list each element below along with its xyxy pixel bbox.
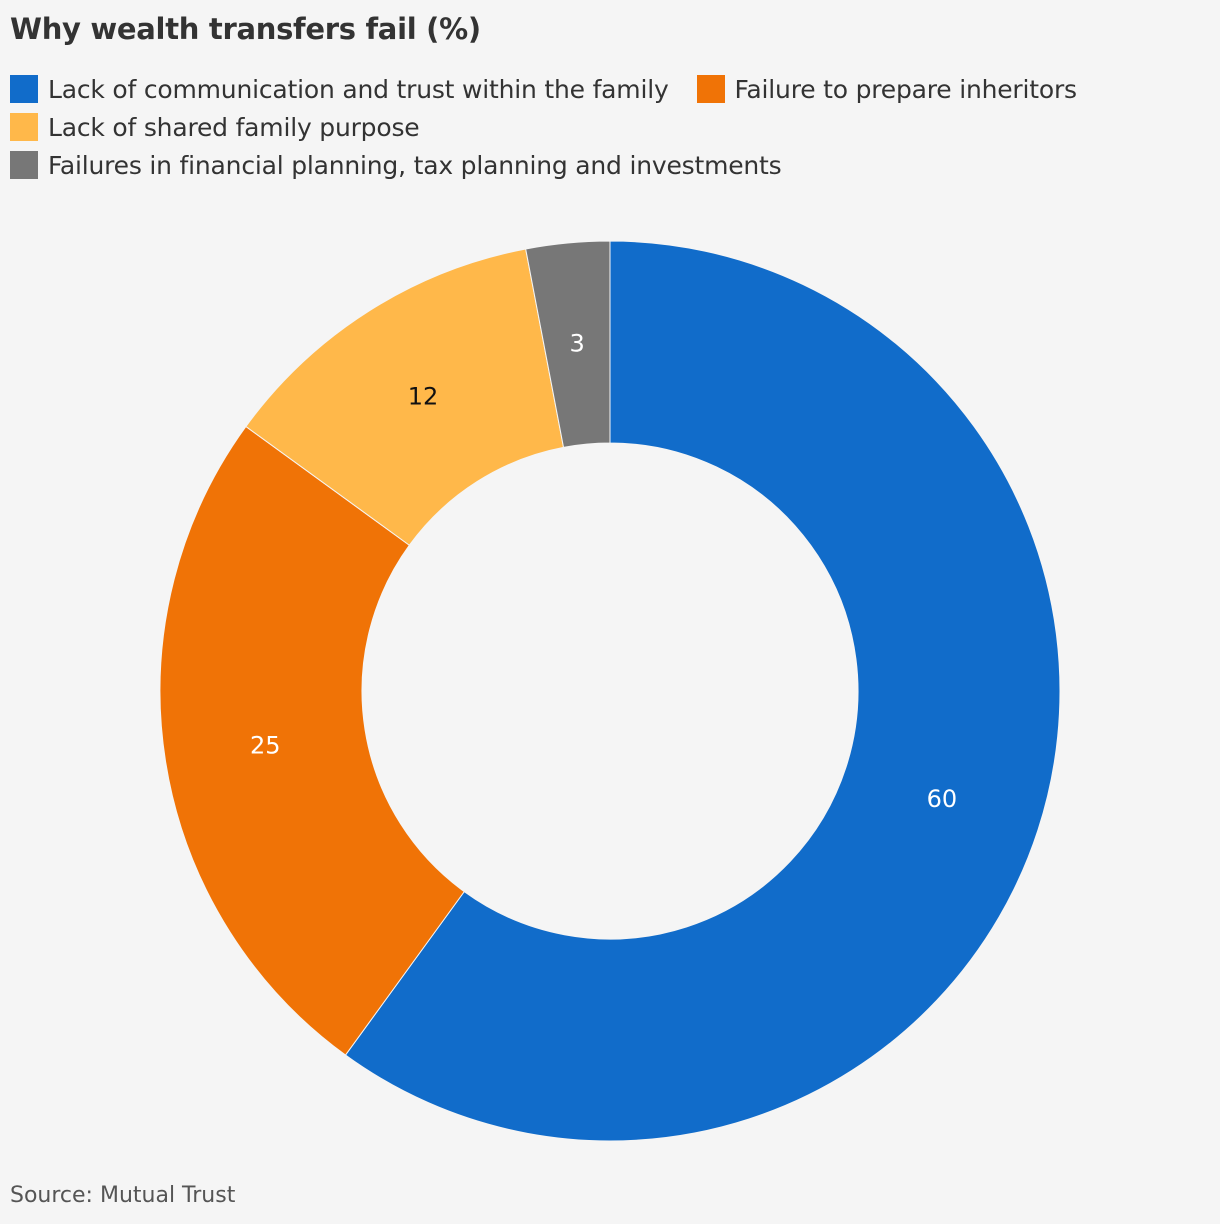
donut-slice-purpose bbox=[245, 248, 565, 546]
source-note: Source: Mutual Trust bbox=[10, 1183, 236, 1208]
legend-item-communication: Lack of communication and trust within t… bbox=[10, 75, 669, 104]
legend-label-purpose: Lack of shared family purpose bbox=[48, 112, 420, 142]
legend-row: Lack of communication and trust within t… bbox=[10, 70, 1210, 108]
legend-swatch-communication bbox=[10, 75, 38, 103]
donut-slice-label-inheritors: 25 bbox=[250, 732, 281, 760]
chart-title: Why wealth transfers fail (%) bbox=[10, 12, 481, 46]
legend-label-communication: Lack of communication and trust within t… bbox=[48, 74, 669, 104]
donut-slice-communication bbox=[344, 240, 1061, 1142]
donut-slice-inheritors bbox=[159, 425, 465, 1056]
legend-label-inheritors: Failure to prepare inheritors bbox=[734, 74, 1078, 104]
legend-swatch-purpose bbox=[10, 113, 38, 141]
donut-slice-label-financial: 3 bbox=[570, 330, 585, 358]
legend-swatch-inheritors bbox=[696, 75, 725, 103]
donut-slice-label-purpose: 12 bbox=[408, 382, 439, 410]
legend-item-financial: Failures in financial planning, tax plan… bbox=[10, 150, 782, 180]
legend-row: Lack of shared family purpose bbox=[10, 108, 1210, 146]
legend-item-inheritors: Failure to prepare inheritors bbox=[696, 74, 1078, 104]
donut-slices bbox=[159, 240, 1061, 1142]
donut-slice-financial bbox=[525, 240, 611, 448]
legend-swatch-financial bbox=[10, 151, 38, 179]
donut-slice-label-communication: 60 bbox=[927, 785, 958, 813]
legend-item-purpose: Lack of shared family purpose bbox=[10, 112, 420, 142]
legend-label-financial: Failures in financial planning, tax plan… bbox=[48, 150, 782, 180]
donut-labels: 60 25 12 3 bbox=[250, 330, 957, 813]
donut-chart: 60 25 12 3 bbox=[159, 240, 1061, 1142]
legend-row: Failures in financial planning, tax plan… bbox=[10, 146, 1210, 184]
legend: Lack of communication and trust within t… bbox=[10, 70, 1210, 184]
